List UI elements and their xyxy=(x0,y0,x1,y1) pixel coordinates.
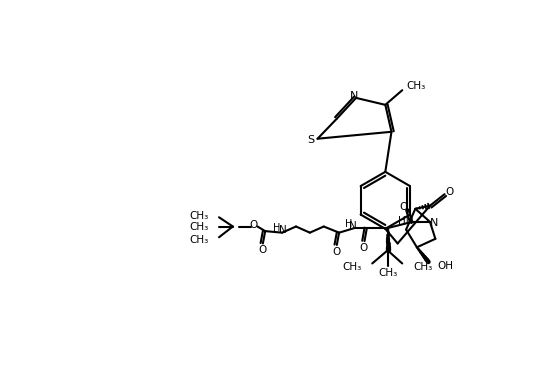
Text: N: N xyxy=(279,225,287,235)
Text: O: O xyxy=(360,243,368,253)
Text: CH₃: CH₃ xyxy=(342,262,361,272)
Text: S: S xyxy=(307,135,314,145)
Text: N: N xyxy=(349,221,357,231)
Text: N: N xyxy=(351,91,359,102)
Text: N: N xyxy=(430,218,438,229)
Text: O: O xyxy=(250,220,258,230)
Text: CH₃: CH₃ xyxy=(189,212,208,222)
Text: H: H xyxy=(345,219,352,229)
Text: H: H xyxy=(273,223,281,233)
Text: O: O xyxy=(445,187,453,197)
Text: HN: HN xyxy=(399,216,414,226)
Text: CH₃: CH₃ xyxy=(189,235,208,245)
Text: CH₃: CH₃ xyxy=(407,81,426,91)
Text: O: O xyxy=(332,247,340,257)
Text: CH₃: CH₃ xyxy=(413,262,432,272)
Text: O: O xyxy=(400,202,408,212)
Text: O: O xyxy=(258,245,266,256)
Text: CH₃: CH₃ xyxy=(189,222,208,232)
Text: CH₃: CH₃ xyxy=(378,268,397,278)
Text: OH: OH xyxy=(438,261,454,271)
